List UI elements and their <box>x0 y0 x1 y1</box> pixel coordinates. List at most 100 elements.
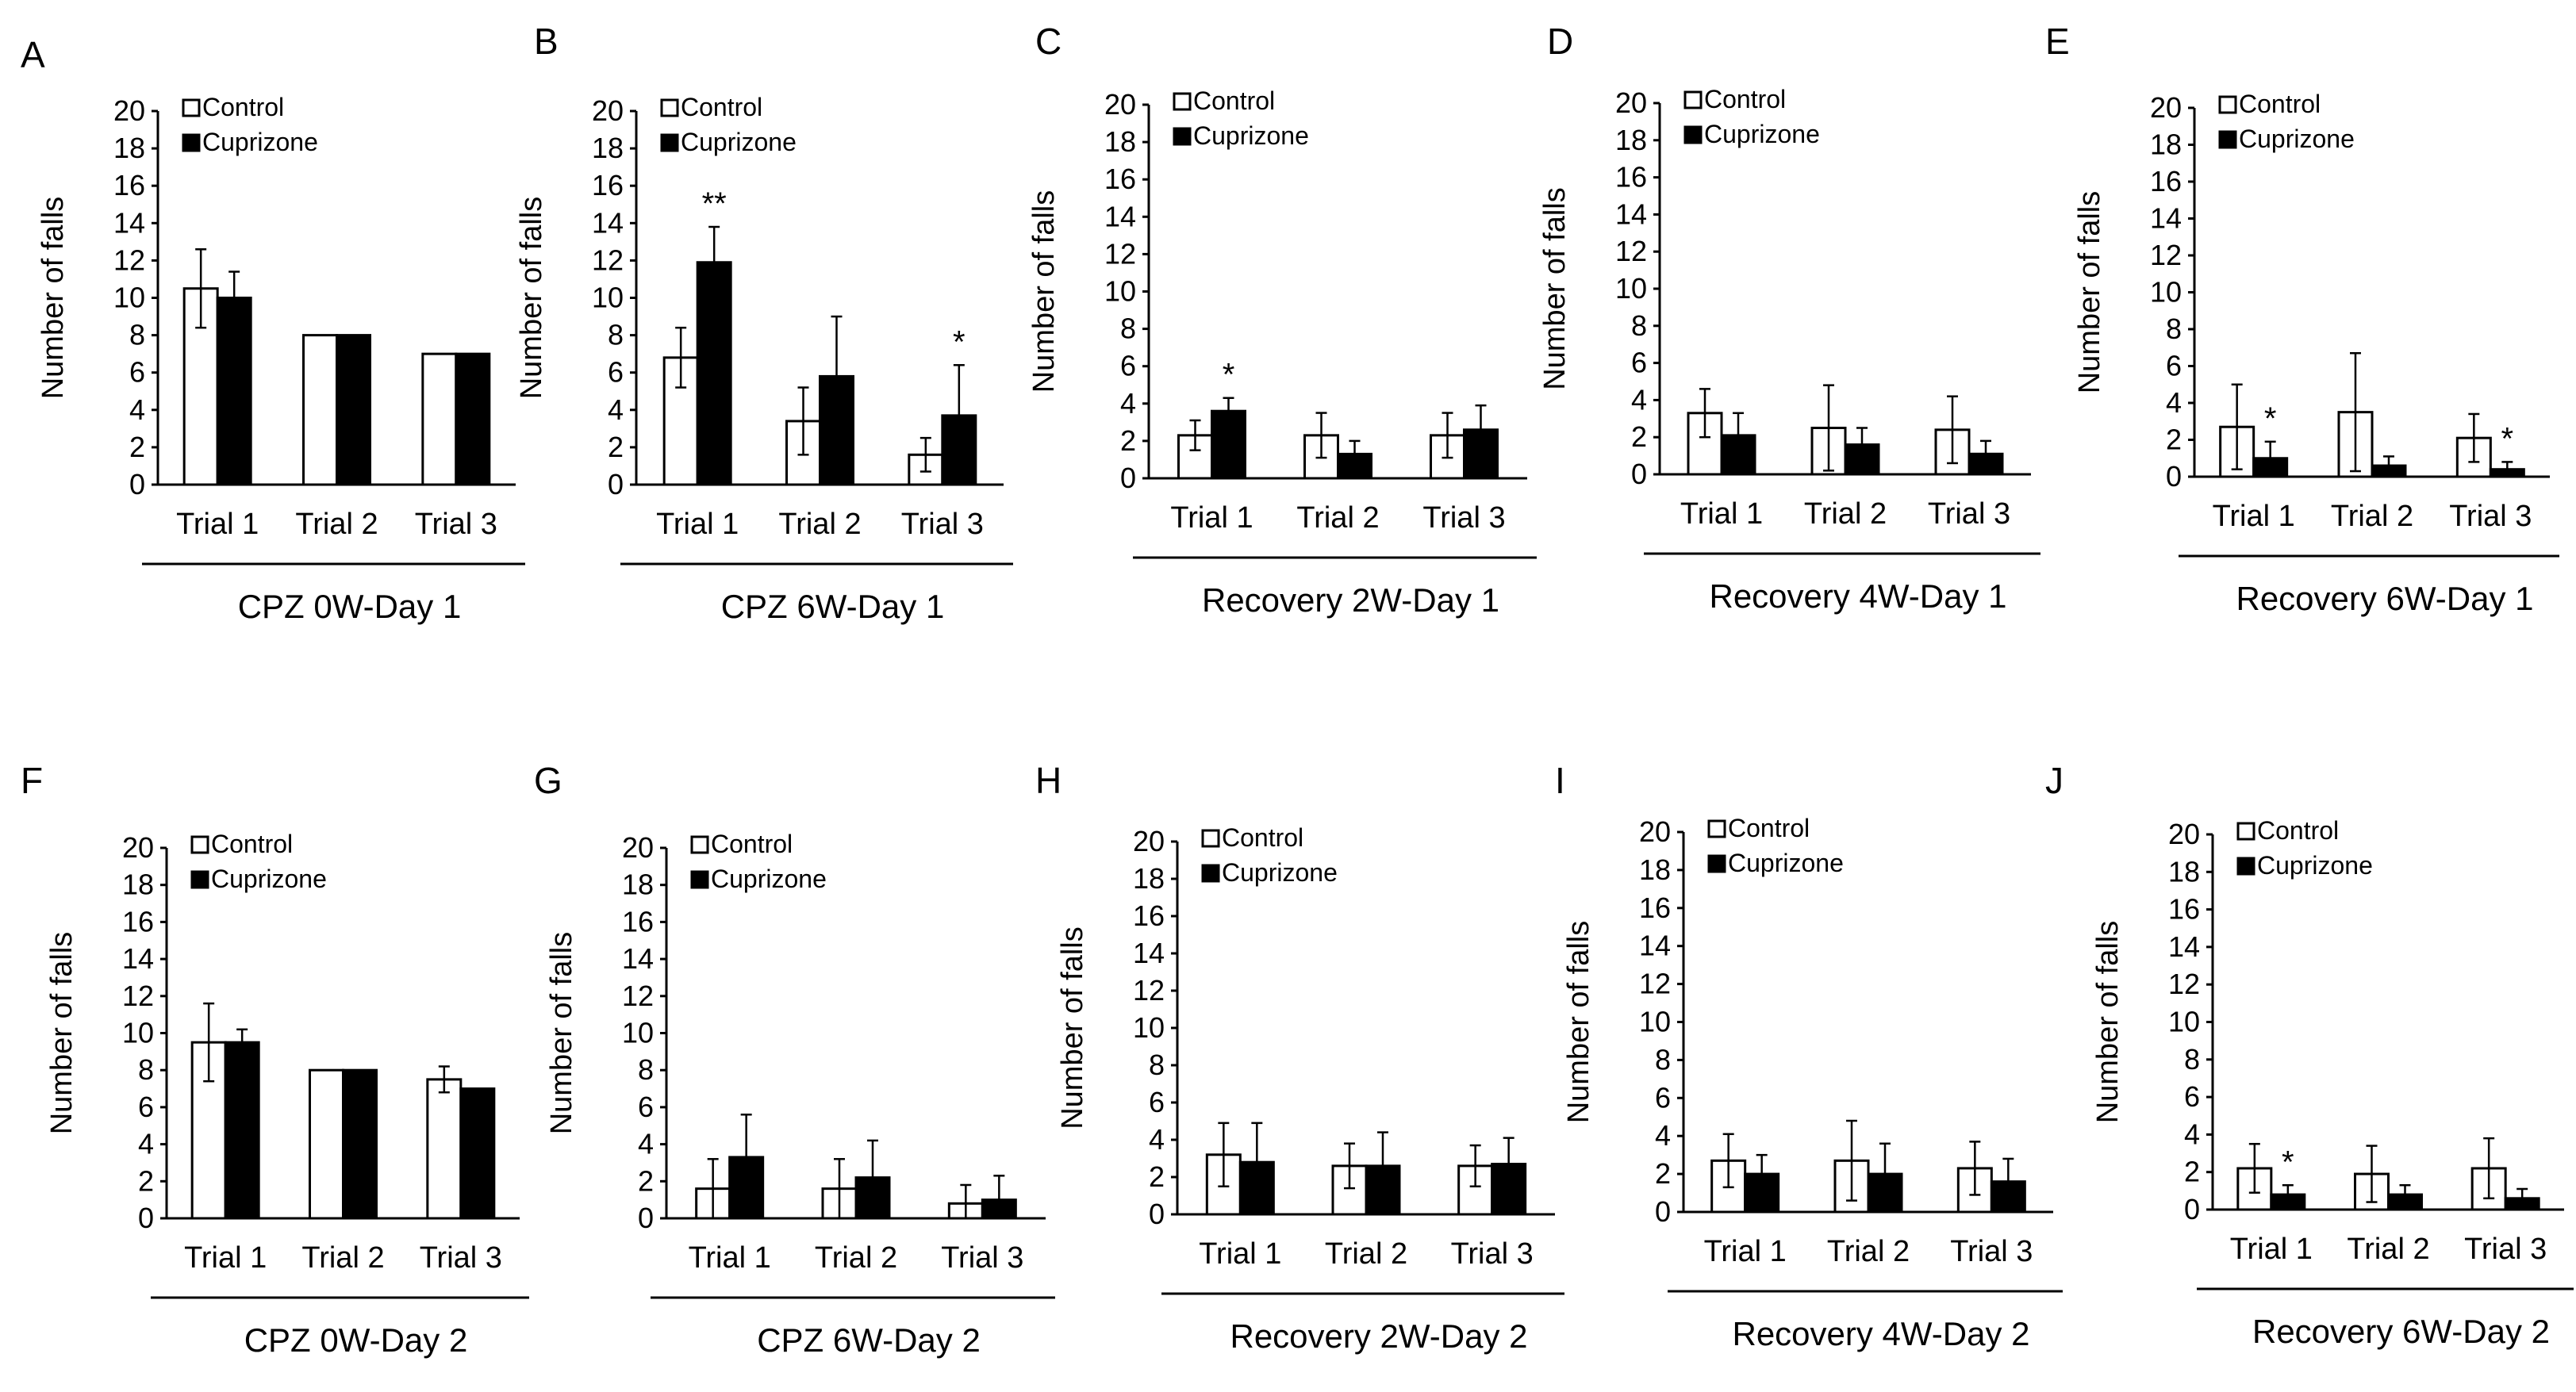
chart-panel-b: B 0 2 4 6 8 10 12 14 16 18 20 Number of falls Trial 1… <box>515 21 1013 625</box>
x-tick-label: Trial 1 <box>184 1241 267 1275</box>
legend-label-control: Control <box>2257 816 2339 845</box>
y-tick-label: 0 <box>1631 458 1647 490</box>
y-axis-label: Number of falls <box>1562 921 1595 1124</box>
chart-subtitle: CPZ 0W-Day 1 <box>238 588 462 625</box>
error-bar <box>1442 412 1453 459</box>
legend-swatch-cuprizone <box>1683 125 1703 144</box>
legend-swatch-cuprizone <box>2236 857 2255 876</box>
y-tick-label: 4 <box>1655 1119 1671 1152</box>
legend-swatch-control <box>690 835 709 854</box>
y-tick-label: 6 <box>2166 350 2182 382</box>
y-tick-label: 16 <box>1104 163 1136 195</box>
y-tick-label: 18 <box>592 132 624 164</box>
y-tick-label: 16 <box>113 169 145 201</box>
y-tick-label: 12 <box>1639 968 1671 1000</box>
y-tick-label: 0 <box>2184 1193 2200 1225</box>
x-tick-label: Trial 2 <box>295 508 378 541</box>
y-tick-label: 14 <box>2150 202 2182 235</box>
y-tick-label: 18 <box>1133 862 1165 895</box>
legend-label-cuprizone: Cuprizone <box>2257 851 2373 880</box>
x-tick-label: Trial 2 <box>1827 1235 1910 1268</box>
y-axis-label: Number of falls <box>515 197 548 400</box>
y-tick-label: 4 <box>608 393 624 426</box>
y-tick-label: 18 <box>1104 125 1136 158</box>
y-tick-label: 6 <box>608 356 624 389</box>
error-bar <box>1315 412 1327 459</box>
panel-label: G <box>534 760 562 801</box>
chart-panel-a: A 0 2 4 6 8 10 12 14 16 18 20 Number of falls Trial 1… <box>21 34 525 625</box>
chart-panel-e: E 0 2 4 6 8 10 12 14 16 18 20 Number of falls Trial 1… <box>2045 21 2559 617</box>
error-bar <box>993 1175 1005 1220</box>
legend-swatch-control <box>2218 95 2237 114</box>
bar-cuprizone <box>336 334 371 486</box>
y-tick-label: 8 <box>2166 313 2182 345</box>
x-tick-label: Trial 2 <box>301 1241 384 1275</box>
chart-panel-c: C 0 2 4 6 8 10 12 14 16 18 20 Number of falls Trial 1… <box>1027 21 1537 619</box>
x-tick-label: Trial 3 <box>420 1241 502 1275</box>
significance-marker: * <box>2501 421 2514 456</box>
error-bar <box>1947 395 1958 465</box>
x-tick-label: Trial 1 <box>176 508 259 541</box>
y-tick-label: 20 <box>2168 818 2200 850</box>
x-tick-label: Trial 3 <box>1451 1237 1534 1271</box>
chart-subtitle: CPZ 6W-Day 2 <box>757 1321 981 1359</box>
legend-label-cuprizone: Cuprizone <box>202 128 318 156</box>
legend-swatch-cuprizone <box>2218 130 2237 149</box>
y-tick-label: 16 <box>592 169 624 201</box>
y-tick-label: 0 <box>638 1202 654 1234</box>
y-tick-label: 10 <box>1639 1006 1671 1038</box>
y-tick-label: 2 <box>638 1164 654 1197</box>
chart-subtitle: Recovery 6W-Day 2 <box>2252 1313 2550 1350</box>
y-tick-label: 12 <box>1104 237 1136 270</box>
x-tick-label: Trial 1 <box>1199 1237 1281 1271</box>
y-tick-label: 2 <box>129 431 145 463</box>
error-bar <box>228 270 240 325</box>
y-tick-label: 0 <box>129 468 145 500</box>
chart-subtitle: Recovery 4W-Day 2 <box>1732 1315 2029 1352</box>
panel-label: E <box>2045 21 2070 62</box>
error-bar <box>1722 1133 1734 1189</box>
x-tick-label: Trial 1 <box>656 508 739 541</box>
y-axis-label: Number of falls <box>545 932 578 1135</box>
y-tick-label: 0 <box>608 468 624 500</box>
x-tick-label: Trial 1 <box>1680 497 1763 531</box>
x-tick-label: Trial 1 <box>2213 500 2295 533</box>
error-bar <box>2231 383 2243 470</box>
y-tick-label: 18 <box>1615 124 1647 156</box>
y-tick-label: 14 <box>2168 930 2200 963</box>
legend-swatch-cuprizone <box>690 870 709 889</box>
y-tick-label: 12 <box>2168 968 2200 1000</box>
bar-cuprizone <box>224 1041 260 1220</box>
x-tick-label: Trial 3 <box>901 508 984 541</box>
chart-panel-j: J 0 2 4 6 8 10 12 14 16 18 20 Number of falls Trial 1… <box>2045 760 2574 1350</box>
panel-label: F <box>21 760 43 801</box>
error-bar <box>2264 440 2276 476</box>
y-tick-label: 10 <box>122 1017 154 1049</box>
error-bar <box>1879 1142 1891 1206</box>
x-tick-label: Trial 3 <box>2464 1233 2547 1266</box>
y-tick-label: 20 <box>113 94 145 127</box>
legend-label-control: Control <box>1704 85 1786 113</box>
y-tick-label: 10 <box>592 282 624 314</box>
error-bar <box>2516 1187 2528 1209</box>
bar-cuprizone <box>455 352 491 486</box>
bar-cuprizone <box>342 1068 378 1220</box>
legend-label-control: Control <box>211 830 293 858</box>
legend-swatch-cuprizone <box>1173 127 1192 146</box>
error-bar <box>1251 1122 1263 1202</box>
y-tick-label: 12 <box>122 980 154 1012</box>
y-tick-label: 18 <box>122 869 154 901</box>
y-tick-label: 20 <box>622 831 654 864</box>
error-bar <box>1223 397 1234 425</box>
error-bar <box>1189 419 1201 451</box>
legend-swatch-control <box>1683 90 1703 109</box>
error-bar <box>203 1002 215 1083</box>
y-tick-label: 16 <box>622 905 654 938</box>
error-bar <box>438 1065 450 1094</box>
y-axis-label: Number of falls <box>1056 926 1089 1129</box>
error-bar <box>195 248 207 329</box>
y-axis-label: Number of falls <box>2073 191 2106 394</box>
legend-swatch-cuprizone <box>182 133 201 152</box>
error-bar <box>1503 1137 1515 1191</box>
